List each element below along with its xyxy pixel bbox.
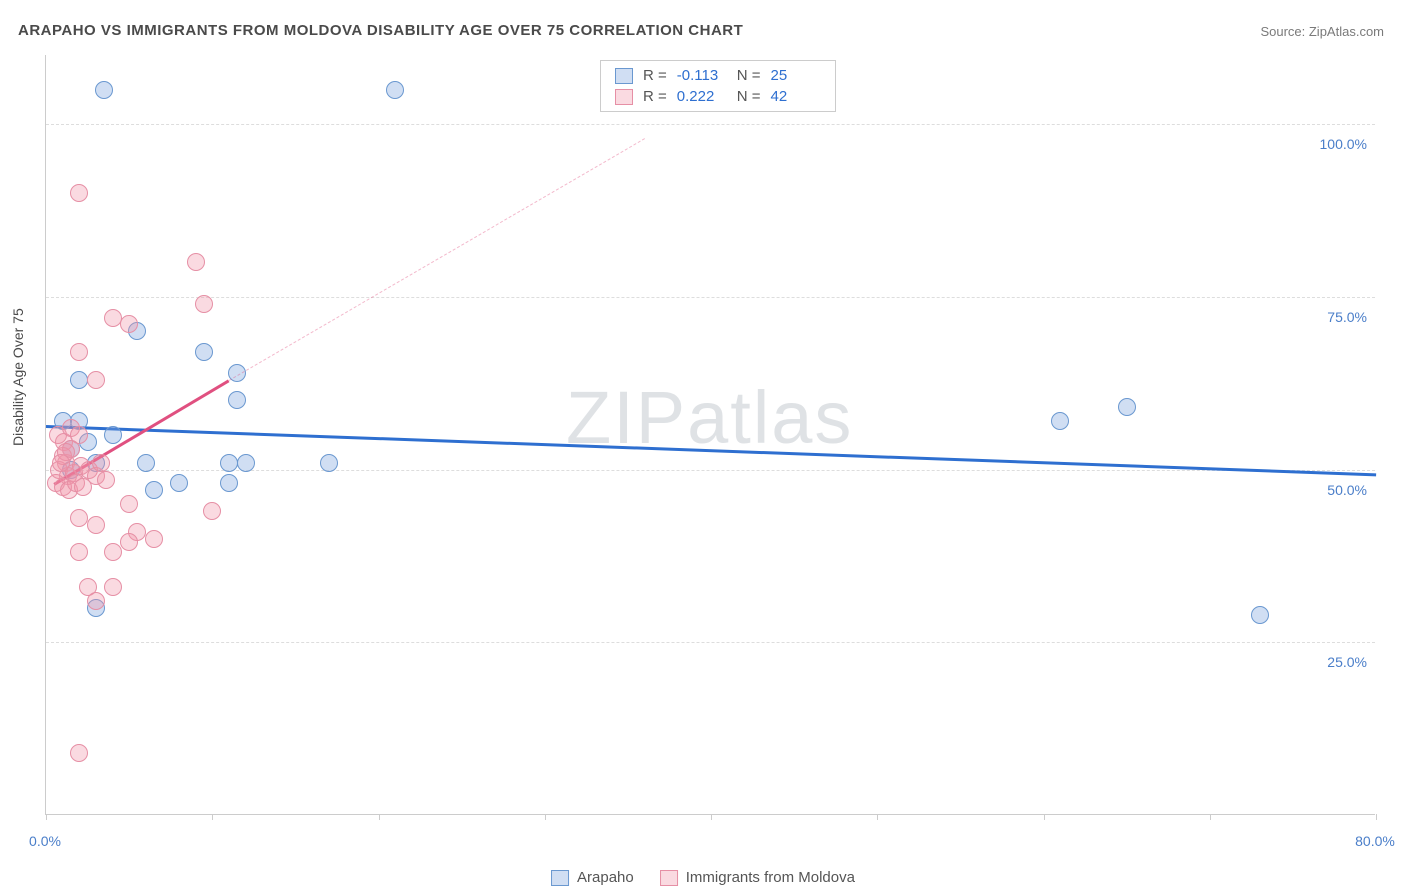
stats-row: R = 0.222 N = 42: [601, 86, 835, 107]
swatch-blue: [551, 870, 569, 886]
xtick: [1376, 814, 1377, 820]
n-value: 42: [771, 88, 821, 105]
data-point: [104, 578, 122, 596]
legend-item: Arapaho: [551, 869, 634, 886]
data-point: [70, 343, 88, 361]
n-label: N =: [737, 67, 761, 84]
data-point: [92, 454, 110, 472]
legend-label: Arapaho: [577, 869, 634, 886]
xtick: [1210, 814, 1211, 820]
data-point: [97, 471, 115, 489]
data-point: [70, 744, 88, 762]
chart-title: ARAPAHO VS IMMIGRANTS FROM MOLDOVA DISAB…: [18, 22, 743, 39]
legend-label: Immigrants from Moldova: [686, 869, 855, 886]
data-point: [70, 426, 88, 444]
r-value: -0.113: [677, 67, 727, 84]
ytick-label: 50.0%: [1327, 482, 1367, 498]
data-point: [70, 184, 88, 202]
data-point: [104, 426, 122, 444]
data-point: [386, 81, 404, 99]
gridline: [46, 642, 1375, 643]
data-point: [170, 474, 188, 492]
data-point: [104, 543, 122, 561]
data-point: [228, 391, 246, 409]
xtick: [1044, 814, 1045, 820]
r-label: R =: [643, 67, 667, 84]
ytick-label: 75.0%: [1327, 309, 1367, 325]
stats-legend: R = -0.113 N = 25 R = 0.222 N = 42: [600, 60, 836, 112]
gridline: [46, 297, 1375, 298]
data-point: [220, 474, 238, 492]
data-point: [137, 454, 155, 472]
y-axis-label: Disability Age Over 75: [10, 308, 26, 446]
gridline: [46, 124, 1375, 125]
xtick: [46, 814, 47, 820]
swatch-pink: [615, 89, 633, 105]
swatch-pink: [660, 870, 678, 886]
data-point: [87, 592, 105, 610]
r-value: 0.222: [677, 88, 727, 105]
data-point: [52, 454, 70, 472]
swatch-blue: [615, 68, 633, 84]
data-point: [145, 530, 163, 548]
legend-item: Immigrants from Moldova: [660, 869, 855, 886]
data-point: [237, 454, 255, 472]
stats-row: R = -0.113 N = 25: [601, 65, 835, 86]
xtick-label: 80.0%: [1355, 833, 1395, 849]
data-point: [195, 295, 213, 313]
data-point: [187, 253, 205, 271]
data-point: [120, 315, 138, 333]
data-point: [1051, 412, 1069, 430]
data-point: [87, 371, 105, 389]
data-point: [220, 454, 238, 472]
xtick: [711, 814, 712, 820]
data-point: [1118, 398, 1136, 416]
n-value: 25: [771, 67, 821, 84]
data-point: [70, 543, 88, 561]
n-label: N =: [737, 88, 761, 105]
data-point: [203, 502, 221, 520]
data-point: [87, 516, 105, 534]
plot-area: ZIPatlas 25.0%50.0%75.0%100.0%: [45, 55, 1375, 815]
source-label: Source: ZipAtlas.com: [1260, 24, 1384, 39]
ytick-label: 100.0%: [1320, 136, 1367, 152]
ytick-label: 25.0%: [1327, 654, 1367, 670]
xtick: [379, 814, 380, 820]
series-legend: Arapaho Immigrants from Moldova: [551, 869, 855, 886]
data-point: [120, 495, 138, 513]
data-point: [320, 454, 338, 472]
data-point: [95, 81, 113, 99]
r-label: R =: [643, 88, 667, 105]
data-point: [70, 509, 88, 527]
xtick-label: 0.0%: [29, 833, 61, 849]
xtick: [877, 814, 878, 820]
trend-line: [229, 138, 645, 381]
xtick: [545, 814, 546, 820]
data-point: [120, 533, 138, 551]
data-point: [195, 343, 213, 361]
xtick: [212, 814, 213, 820]
data-point: [1251, 606, 1269, 624]
data-point: [70, 371, 88, 389]
data-point: [104, 309, 122, 327]
data-point: [145, 481, 163, 499]
